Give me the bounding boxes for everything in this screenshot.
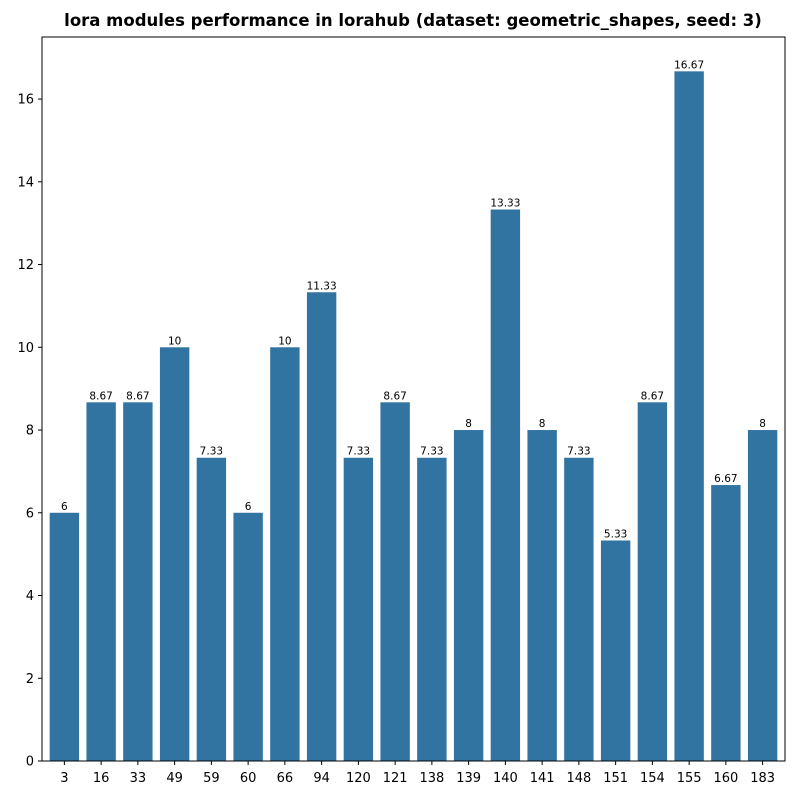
data-label-141: 8 [539,418,546,430]
x-tick-label: 16 [93,771,110,786]
x-tick-label: 160 [713,771,738,786]
data-label-94: 11.33 [307,280,337,292]
y-tick-label: 16 [17,93,34,108]
x-tick-label: 154 [640,771,665,786]
bar-154 [637,402,668,761]
bar-59 [196,457,227,761]
data-label-148: 7.33 [567,446,590,458]
y-tick-label: 6 [26,506,34,521]
data-label-160: 6.67 [714,473,737,485]
bar-160 [711,485,741,761]
bar-16 [86,402,116,761]
y-axis: 0 2 4 6 8 10 12 14 16 [17,93,42,770]
y-tick-label: 10 [17,341,34,356]
bar-151 [600,540,631,761]
data-label-49: 10 [168,335,181,347]
data-labels-group: 6 8.67 8.67 10 7.33 6 10 11.33 7.33 8.67 7.33 8 13.3… [61,59,766,540]
x-tick-label: 155 [677,771,702,786]
plot-frame [41,36,786,762]
y-tick-label: 2 [26,672,34,687]
x-tick-label: 49 [166,771,183,786]
x-tick-label: 66 [277,771,294,786]
bar-139 [453,430,484,761]
x-tick-label: 33 [130,771,147,786]
bar-33 [123,402,153,761]
bar-3 [49,512,80,761]
x-tick-label: 148 [566,771,591,786]
data-label-59: 7.33 [200,446,223,458]
y-tick-label: 12 [17,258,34,273]
x-tick-label: 120 [346,771,371,786]
x-tick-label: 141 [530,771,555,786]
data-label-66: 10 [278,335,291,347]
x-tick-label: 140 [493,771,518,786]
data-label-139: 8 [465,418,472,430]
bar-66 [270,347,300,761]
data-label-155: 16.67 [674,59,704,71]
x-tick-label: 139 [456,771,481,786]
data-label-151: 5.33 [604,528,627,540]
bar-94 [306,292,337,761]
data-label-154: 8.67 [641,390,664,402]
x-tick-label: 183 [750,771,775,786]
bar-60 [233,512,263,761]
bar-183 [747,430,778,761]
bar-155 [674,71,704,762]
bar-120 [343,457,374,761]
bar-141 [527,430,557,761]
data-label-121: 8.67 [383,390,406,402]
chart-title: lora modules performance in lorahub (dat… [64,11,762,30]
data-label-33: 8.67 [126,390,149,402]
data-label-16: 8.67 [89,390,112,402]
y-tick-label: 8 [26,424,34,439]
bar-140 [490,209,521,761]
bar-148 [564,457,594,761]
x-tick-label: 94 [313,771,330,786]
data-label-183: 8 [759,418,766,430]
x-tick-label: 59 [203,771,220,786]
data-label-140: 13.33 [490,198,520,210]
data-label-138: 7.33 [420,446,443,458]
data-label-60: 6 [245,501,252,513]
y-tick-label: 0 [26,755,34,770]
x-tick-label: 138 [419,771,444,786]
bar-121 [380,402,410,761]
bar-49 [159,347,190,761]
x-tick-label: 151 [603,771,628,786]
y-tick-label: 14 [17,175,34,190]
x-axis: 3 16 33 49 59 60 66 94 120 121 138 139 140 141 148 151 1… [60,761,775,786]
bar-138 [417,457,447,761]
data-label-120: 7.33 [347,446,370,458]
y-tick-label: 4 [26,589,34,604]
x-tick-label: 60 [240,771,257,786]
bars-group [49,71,778,762]
data-label-3: 6 [61,501,68,513]
x-tick-label: 3 [60,771,68,786]
x-tick-label: 121 [383,771,408,786]
